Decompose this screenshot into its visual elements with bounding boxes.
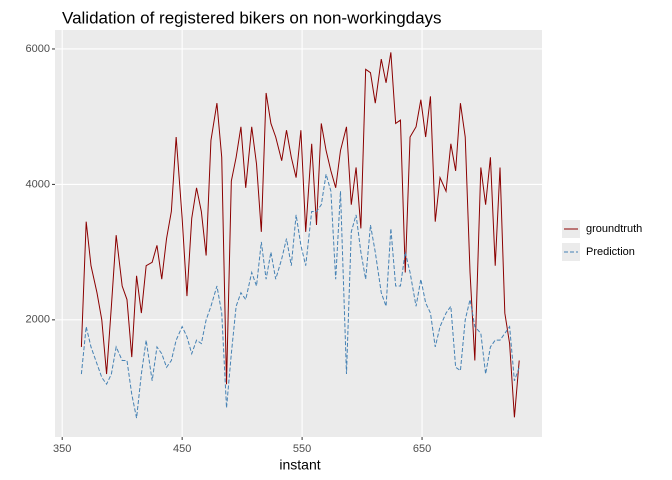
legend: groundtruth Prediction xyxy=(562,220,642,261)
chart-title: Validation of registered bikers on non-w… xyxy=(62,8,442,27)
x-tick-label: 350 xyxy=(53,443,71,455)
x-axis-title: instant xyxy=(279,457,320,473)
y-tick-label: 2000 xyxy=(26,314,50,326)
marks xyxy=(80,52,520,419)
grid xyxy=(55,30,542,437)
legend-label: Prediction xyxy=(586,246,635,258)
y-tick-label: 4000 xyxy=(26,178,50,190)
y-tick-label: 6000 xyxy=(26,43,50,55)
x-tick-label: 650 xyxy=(413,443,431,455)
series-line xyxy=(80,52,520,418)
x-tick-label: 550 xyxy=(293,443,311,455)
x-tick-label: 450 xyxy=(173,443,191,455)
legend-label: groundtruth xyxy=(586,223,642,235)
series-line xyxy=(80,174,520,419)
